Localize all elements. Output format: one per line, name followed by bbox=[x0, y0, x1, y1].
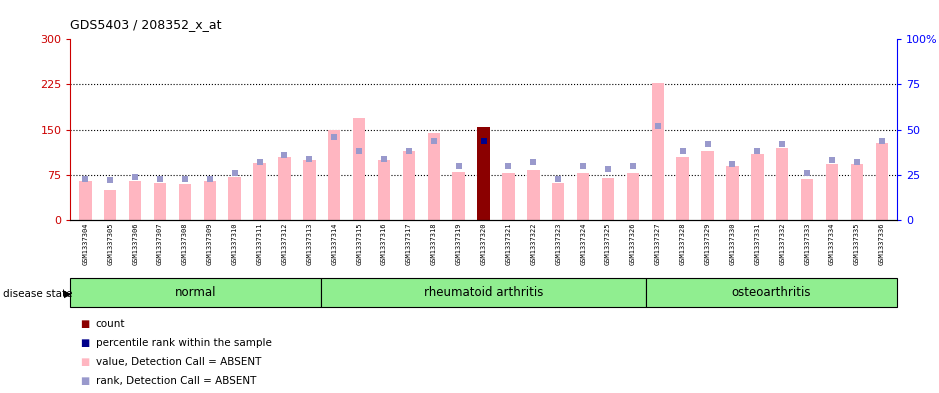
Text: GSM1337304: GSM1337304 bbox=[83, 223, 88, 265]
Text: GSM1337306: GSM1337306 bbox=[132, 223, 138, 265]
Text: GSM1337311: GSM1337311 bbox=[256, 223, 263, 265]
Bar bbox=[403, 151, 415, 220]
Text: GSM1337317: GSM1337317 bbox=[406, 223, 412, 265]
Bar bbox=[652, 83, 664, 220]
Text: GSM1337325: GSM1337325 bbox=[605, 223, 611, 265]
Bar bbox=[328, 130, 341, 220]
Text: GSM1337305: GSM1337305 bbox=[107, 223, 114, 265]
Text: GSM1337318: GSM1337318 bbox=[431, 223, 437, 265]
Bar bbox=[154, 183, 166, 220]
Text: GSM1337323: GSM1337323 bbox=[555, 223, 562, 265]
Text: GSM1337333: GSM1337333 bbox=[804, 223, 810, 265]
Text: GSM1337320: GSM1337320 bbox=[481, 223, 486, 265]
Bar bbox=[104, 190, 116, 220]
Bar bbox=[178, 184, 192, 220]
Text: normal: normal bbox=[175, 286, 216, 299]
Bar bbox=[79, 181, 92, 220]
Text: GSM1337307: GSM1337307 bbox=[157, 223, 163, 265]
Bar bbox=[477, 127, 490, 220]
Text: GSM1337327: GSM1337327 bbox=[654, 223, 661, 265]
Text: GSM1337322: GSM1337322 bbox=[531, 223, 536, 265]
Bar bbox=[552, 183, 564, 220]
Text: count: count bbox=[96, 319, 125, 329]
Text: GSM1337329: GSM1337329 bbox=[704, 223, 711, 265]
Text: GSM1337336: GSM1337336 bbox=[879, 223, 885, 265]
Text: GSM1337319: GSM1337319 bbox=[455, 223, 462, 265]
Text: disease state: disease state bbox=[3, 288, 72, 299]
Text: GSM1337312: GSM1337312 bbox=[282, 223, 287, 265]
Bar bbox=[353, 118, 365, 220]
Bar bbox=[427, 133, 440, 220]
Bar bbox=[129, 181, 142, 220]
Text: GSM1337331: GSM1337331 bbox=[754, 223, 761, 265]
Text: GSM1337328: GSM1337328 bbox=[680, 223, 685, 265]
Bar bbox=[851, 164, 863, 220]
Text: GSM1337316: GSM1337316 bbox=[381, 223, 387, 265]
Bar bbox=[321, 278, 646, 307]
Bar bbox=[228, 177, 241, 220]
Text: GSM1337335: GSM1337335 bbox=[854, 223, 860, 265]
Bar bbox=[776, 148, 789, 220]
Text: GDS5403 / 208352_x_at: GDS5403 / 208352_x_at bbox=[70, 18, 222, 31]
Text: GSM1337332: GSM1337332 bbox=[779, 223, 785, 265]
Text: GSM1337321: GSM1337321 bbox=[505, 223, 512, 265]
Text: value, Detection Call = ABSENT: value, Detection Call = ABSENT bbox=[96, 357, 261, 367]
Bar bbox=[502, 173, 515, 220]
Text: GSM1337315: GSM1337315 bbox=[356, 223, 362, 265]
Bar bbox=[377, 160, 391, 220]
Text: ■: ■ bbox=[80, 319, 89, 329]
Text: GSM1337308: GSM1337308 bbox=[182, 223, 188, 265]
Text: ▶: ▶ bbox=[64, 288, 71, 299]
Text: GSM1337324: GSM1337324 bbox=[580, 223, 586, 265]
Bar bbox=[527, 170, 540, 220]
Bar bbox=[726, 166, 739, 220]
Bar bbox=[453, 172, 465, 220]
Bar bbox=[646, 278, 897, 307]
Bar bbox=[676, 157, 689, 220]
Bar bbox=[204, 181, 216, 220]
Text: ■: ■ bbox=[80, 376, 89, 386]
Bar bbox=[577, 173, 590, 220]
Bar bbox=[751, 154, 763, 220]
Bar bbox=[626, 173, 639, 220]
Text: ■: ■ bbox=[80, 338, 89, 348]
Text: osteoarthritis: osteoarthritis bbox=[731, 286, 811, 299]
Bar bbox=[801, 179, 813, 220]
Bar bbox=[254, 163, 266, 220]
Text: GSM1337330: GSM1337330 bbox=[730, 223, 735, 265]
Bar bbox=[278, 157, 291, 220]
Bar bbox=[602, 178, 614, 220]
Text: GSM1337309: GSM1337309 bbox=[207, 223, 213, 265]
Text: GSM1337326: GSM1337326 bbox=[630, 223, 636, 265]
Bar bbox=[70, 278, 321, 307]
Bar bbox=[303, 160, 316, 220]
Bar bbox=[875, 143, 888, 220]
Text: rheumatoid arthritis: rheumatoid arthritis bbox=[423, 286, 544, 299]
Text: percentile rank within the sample: percentile rank within the sample bbox=[96, 338, 271, 348]
Bar bbox=[701, 151, 714, 220]
Text: ■: ■ bbox=[80, 357, 89, 367]
Text: rank, Detection Call = ABSENT: rank, Detection Call = ABSENT bbox=[96, 376, 256, 386]
Text: GSM1337313: GSM1337313 bbox=[306, 223, 313, 265]
Text: GSM1337310: GSM1337310 bbox=[232, 223, 238, 265]
Text: GSM1337314: GSM1337314 bbox=[331, 223, 337, 265]
Bar bbox=[825, 164, 839, 220]
Text: GSM1337334: GSM1337334 bbox=[829, 223, 835, 265]
